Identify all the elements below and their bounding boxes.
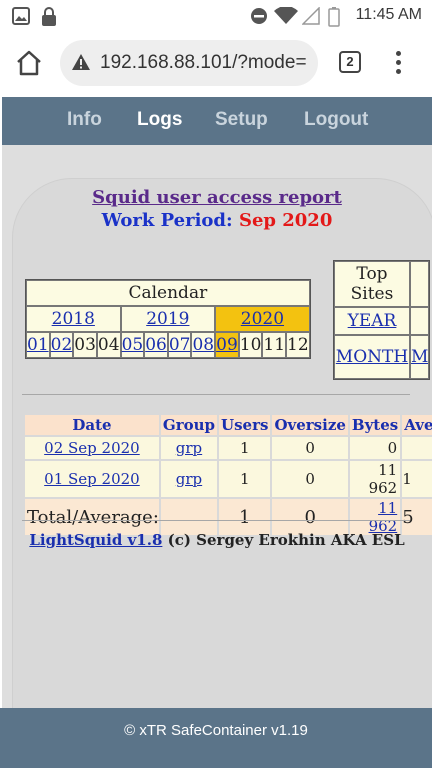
col-oversize: Oversize: [272, 415, 348, 435]
total-users: 1: [219, 499, 271, 535]
lightsquid-link[interactable]: LightSquid v1.8: [29, 531, 163, 549]
top-sites-header: Top Sites: [334, 261, 410, 307]
wifi-icon: [274, 7, 298, 24]
calendar-year-2019[interactable]: 2019: [120, 306, 216, 332]
total-label: Total/Average:: [25, 499, 159, 535]
url-text[interactable]: 192.168.88.101/?mode=: [100, 52, 307, 73]
nav-logs[interactable]: Logs: [137, 109, 183, 130]
row-date[interactable]: 01 Sep 2020: [25, 461, 159, 497]
tab-switcher-button[interactable]: 2: [339, 51, 361, 73]
row-oversize: 0: [272, 461, 348, 497]
calendar-header: Calendar: [26, 280, 310, 306]
calendar-year-2020[interactable]: 2020: [215, 306, 310, 332]
top-sites-month-link[interactable]: MONTH: [334, 335, 410, 379]
nav-setup[interactable]: Setup: [215, 109, 268, 130]
row-bytes: 0: [349, 437, 401, 459]
app-footer: © xTR SafeContainer v1.19: [0, 708, 432, 768]
row-date[interactable]: 02 Sep 2020: [25, 437, 159, 459]
credit-text: (c) Sergey Erokhin AKA ESL: [167, 531, 405, 549]
menu-icon[interactable]: [388, 48, 408, 78]
calendar-month-08[interactable]: 08: [191, 332, 216, 358]
work-period: Work Period: Sep 2020: [2, 210, 432, 231]
lock-icon: [42, 7, 56, 26]
calendar-month-12: 12: [286, 332, 310, 358]
row-group[interactable]: grp: [160, 437, 218, 459]
divider: [22, 394, 410, 395]
col-date: Date: [25, 415, 159, 435]
col-average: Ave: [402, 415, 432, 435]
top-sites-clipped-link[interactable]: M: [410, 335, 430, 379]
gallery-icon: [12, 7, 30, 25]
status-bar: 11:45 AM: [0, 0, 432, 32]
col-users: Users: [219, 415, 271, 435]
dnd-icon: [251, 8, 267, 24]
calendar-month-07[interactable]: 07: [167, 332, 192, 358]
warning-icon[interactable]: [71, 53, 91, 71]
table-row: 02 Sep 2020 grp 1 0 0: [25, 437, 432, 459]
total-oversize: 0: [272, 499, 348, 535]
row-group[interactable]: grp: [160, 461, 218, 497]
usage-table: Date Group Users Oversize Bytes Ave 02 S…: [23, 413, 432, 537]
row-users: 1: [219, 461, 271, 497]
col-bytes: Bytes: [349, 415, 401, 435]
divider: [22, 520, 410, 521]
total-row: Total/Average: 1 0 11 962 5: [25, 499, 432, 535]
calendar-month-04: 04: [96, 332, 121, 358]
row-oversize: 0: [272, 437, 348, 459]
app-nav: Info Logs Setup Logout: [2, 97, 432, 145]
credit-line: LightSquid v1.8 (c) Sergey Erokhin AKA E…: [2, 531, 432, 549]
total-bytes[interactable]: 11 962: [349, 499, 401, 535]
calendar-table: Calendar 2018 2019 2020 01 02 03 04 05 0…: [25, 279, 311, 359]
work-period-label: Work Period:: [101, 210, 233, 231]
col-group: Group: [160, 415, 218, 435]
row-bytes: 11 962: [349, 461, 401, 497]
row-average: [402, 437, 432, 459]
clock: 11:45 AM: [355, 6, 422, 23]
calendar-month-03: 03: [73, 332, 97, 358]
battery-icon: [328, 7, 340, 27]
calendar-month-09[interactable]: 09: [215, 332, 239, 358]
nav-logout[interactable]: Logout: [304, 109, 369, 130]
browser-toolbar: 192.168.88.101/?mode= 2: [0, 32, 432, 94]
top-sites-year-link[interactable]: YEAR: [334, 307, 410, 335]
table-row: 01 Sep 2020 grp 1 0 11 962 1: [25, 461, 432, 497]
calendar-month-01[interactable]: 01: [26, 332, 50, 358]
footer-text: © xTR SafeContainer v1.19: [124, 722, 308, 739]
total-average: 5: [402, 499, 432, 535]
calendar-month-02[interactable]: 02: [49, 332, 74, 358]
home-icon[interactable]: [14, 48, 44, 78]
calendar-month-06[interactable]: 06: [144, 332, 168, 358]
row-users: 1: [219, 437, 271, 459]
work-period-value: Sep 2020: [238, 210, 333, 231]
calendar-month-05[interactable]: 05: [120, 332, 145, 358]
top-sites-table: Top Sites YEAR MONTH M: [333, 260, 431, 380]
calendar-year-2018[interactable]: 2018: [26, 306, 121, 332]
main-content: Squid user access report Work Period: Se…: [2, 145, 432, 708]
nav-info[interactable]: Info: [67, 109, 102, 130]
address-bar[interactable]: 192.168.88.101/?mode=: [60, 40, 318, 86]
signal-icon: [302, 7, 320, 25]
row-average: 1: [402, 461, 432, 497]
calendar-month-11: 11: [262, 332, 287, 358]
report-title[interactable]: Squid user access report: [92, 187, 342, 208]
calendar-month-10: 10: [238, 332, 263, 358]
